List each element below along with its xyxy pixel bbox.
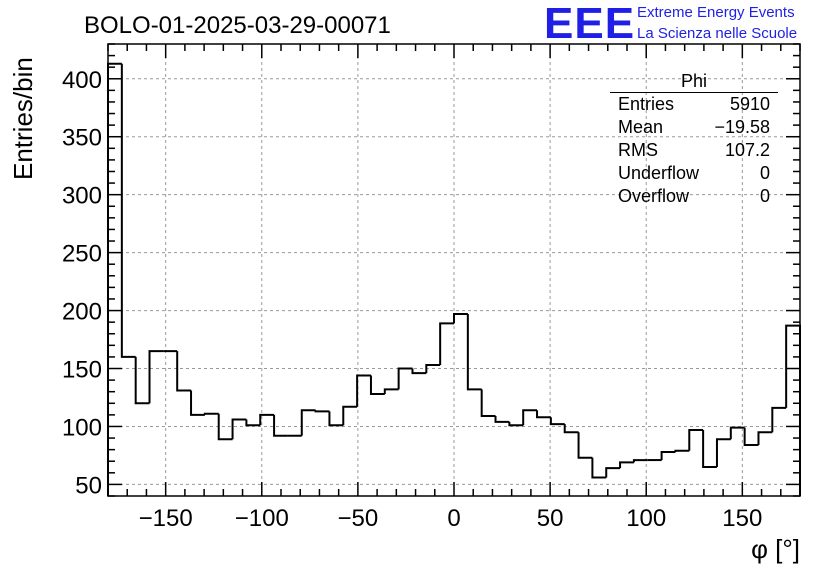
stats-row-entries: Entries 5910 [610, 93, 778, 116]
stats-row-underflow: Underflow 0 [610, 162, 778, 185]
histogram-bin [757, 431, 773, 446]
stats-value: 0 [759, 163, 770, 183]
histogram-bin [203, 412, 219, 415]
histogram-bin [494, 416, 510, 423]
histogram-bin [273, 414, 288, 437]
histogram-bin [743, 427, 759, 447]
histogram-bin [411, 368, 427, 375]
histogram-bin [148, 350, 164, 404]
histogram-bin [425, 364, 441, 374]
stats-label: Underflow [618, 163, 700, 183]
histogram-bin [688, 428, 704, 451]
histogram-bin [314, 410, 330, 413]
histogram-bin [259, 413, 275, 426]
y-tick-label: 200 [62, 299, 102, 326]
histogram-bin [190, 390, 205, 416]
histogram-bin [439, 322, 454, 366]
x-tick-label: −100 [235, 505, 289, 532]
histogram-bin [729, 426, 745, 440]
chart-title: BOLO-01-2025-03-29-00071 [84, 12, 391, 39]
y-tick-label: 50 [75, 472, 102, 499]
histogram-bin [176, 351, 192, 392]
stats-value: 107.2 [724, 140, 770, 160]
x-tick-label: 150 [722, 505, 762, 532]
y-tick-label: 150 [62, 357, 102, 384]
histogram-bin [328, 411, 344, 427]
y-tick-label: 250 [62, 241, 102, 268]
histogram-bin [619, 461, 634, 469]
histogram-bin [383, 388, 399, 395]
y-tick-label: 350 [62, 125, 102, 152]
histogram-bin [549, 417, 565, 426]
histogram-bin [702, 429, 717, 469]
stats-box: Phi Entries 5910 Mean −19.58 RMS 107.2 U… [610, 70, 778, 208]
histogram-bin [217, 413, 233, 441]
stats-row-overflow: Overflow 0 [610, 185, 778, 208]
histogram-bin [674, 449, 690, 452]
histogram-bin [453, 313, 468, 324]
histogram-bin [134, 356, 150, 405]
stats-label: Mean [618, 117, 664, 137]
x-tick-label: −150 [139, 505, 193, 532]
histogram-bin [342, 405, 358, 426]
histogram-bin [785, 324, 801, 496]
histogram-bin [107, 62, 122, 496]
stats-value: 5910 [729, 94, 770, 114]
histogram-bin [231, 418, 247, 440]
grid-lines [108, 44, 800, 496]
stats-row-mean: Mean −19.58 [610, 116, 778, 139]
y-tick-labels: 50 100 150 200 250 300 350 400 [62, 67, 102, 500]
x-tick-label: 100 [626, 505, 666, 532]
stats-label: Entries [618, 94, 675, 114]
histogram-bin [466, 314, 482, 391]
y-tick-label: 400 [62, 67, 102, 94]
histogram-bin [369, 375, 385, 396]
histogram-bin [660, 450, 676, 461]
x-axis-label: φ [°] [751, 534, 800, 564]
histogram-bin [522, 409, 538, 426]
histogram-bin [397, 367, 413, 390]
histogram-bin [356, 374, 371, 407]
stats-box-title: Phi [610, 70, 778, 93]
stats-value: 0 [759, 186, 770, 206]
eee-logo: EEE [544, 0, 636, 48]
x-tick-labels: −150 −100 −50 0 50 100 150 [139, 505, 763, 532]
stats-row-rms: RMS 107.2 [610, 139, 778, 162]
histogram-bin [771, 406, 787, 433]
histogram-bin [300, 409, 316, 436]
logo-line-1: Extreme Energy Events [637, 4, 795, 21]
y-tick-label: 300 [62, 183, 102, 210]
stats-label: Overflow [618, 186, 690, 206]
x-tick-label: −50 [338, 505, 379, 532]
y-tick-label: 100 [62, 414, 102, 441]
histogram-bin [715, 438, 731, 468]
histogram-bin [508, 421, 524, 427]
histogram-bin [563, 424, 579, 434]
histogram-bin [480, 389, 496, 418]
x-tick-label: 0 [447, 505, 460, 532]
y-axis-label: Entries/bin [8, 57, 38, 180]
axis-ticks [107, 43, 801, 497]
histogram-bin [591, 457, 607, 479]
histogram-bin [245, 419, 261, 427]
histogram-bin [577, 432, 593, 459]
histogram-bin [120, 63, 136, 358]
stats-value: −19.58 [714, 117, 770, 137]
histogram-bin [632, 459, 648, 463]
stats-label: RMS [618, 140, 658, 160]
histogram-bin [536, 410, 551, 419]
histogram-bin [605, 467, 621, 478]
logo-line-2: La Scienza nelle Scuole [637, 25, 798, 42]
x-tick-label: 50 [537, 505, 564, 532]
